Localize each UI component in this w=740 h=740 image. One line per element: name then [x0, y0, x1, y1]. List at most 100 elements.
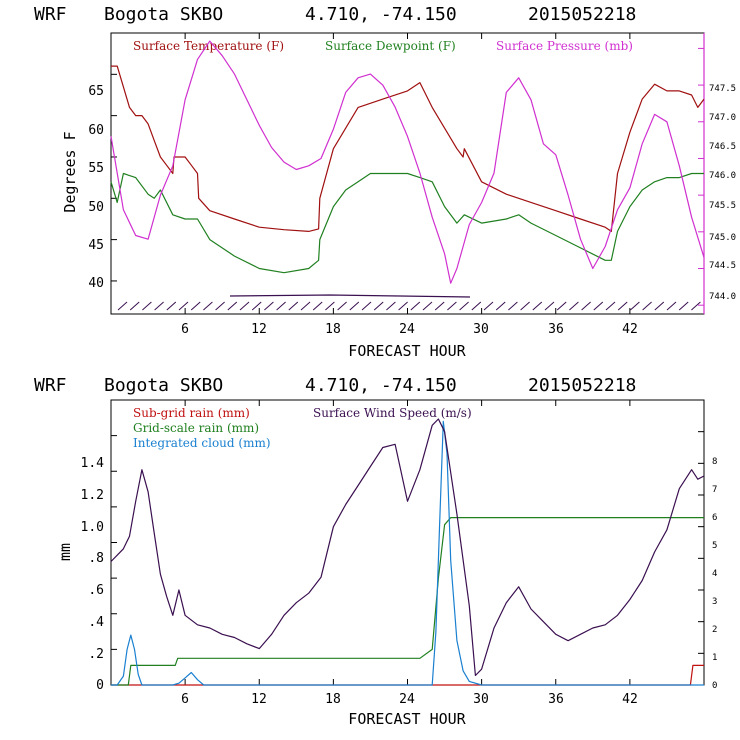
wind-barb — [300, 301, 311, 311]
wind-barb — [276, 301, 286, 311]
top-xtick: 6 — [181, 322, 189, 337]
top-y2tick: 746.0 — [709, 171, 736, 181]
series-line-surface-temperature-f — [111, 65, 705, 232]
bottom-ytick: .8 — [88, 551, 104, 566]
wind-barb — [227, 301, 238, 311]
top-ytick: 50 — [88, 200, 104, 215]
legend-temperature: Surface Temperature (F) — [133, 39, 284, 53]
wind-barb — [178, 301, 189, 311]
wind-barb-line — [229, 294, 471, 298]
top-header-model: WRF — [34, 4, 67, 25]
wind-barb — [471, 301, 482, 311]
top-ytick: 55 — [88, 161, 104, 176]
top-y2tick: 745.0 — [709, 233, 736, 243]
wind-barb — [630, 301, 640, 311]
top-xtick: 42 — [622, 322, 638, 337]
top-y2tick: 745.5 — [709, 201, 736, 211]
bottom-ytick: 0 — [96, 678, 104, 693]
wind-barb — [483, 301, 494, 311]
bottom-x-tick-labels: 6 12 18 24 30 36 42 — [181, 692, 638, 707]
bottom-ytick: .4 — [88, 615, 104, 630]
wind-barb — [678, 301, 689, 311]
series-line-integrated-cloud-mm — [111, 420, 704, 686]
wind-barb — [508, 301, 518, 311]
bottom-y2tick: 8 — [712, 457, 717, 467]
wind-barb — [325, 301, 335, 311]
bottom-y2-tick-labels: 0 1 2 3 4 5 6 7 8 — [712, 457, 717, 691]
bottom-y-tick-labels: 0 .2 .4 .6 .8 1.0 1.2 1.4 — [81, 456, 105, 693]
wind-barb — [593, 301, 604, 311]
wind-barb — [581, 301, 591, 311]
bottom-y2tick: 7 — [712, 485, 717, 495]
top-x-axis-label: FORECAST HOUR — [348, 342, 466, 360]
bottom-xtick: 30 — [473, 692, 489, 707]
wind-barb — [117, 301, 128, 311]
top-ytick: 45 — [88, 238, 104, 253]
legend-pressure: Surface Pressure (mb) — [496, 39, 633, 53]
bottom-ytick: .6 — [88, 583, 104, 598]
top-header-coords: 4.710, -74.150 — [305, 4, 457, 25]
wind-barb — [459, 301, 469, 311]
legend-dewpoint: Surface Dewpoint (F) — [325, 39, 456, 53]
wind-barb — [215, 301, 225, 311]
bottom-header-station: Bogota SKBO — [104, 375, 223, 396]
bottom-ytick: .2 — [88, 647, 104, 662]
wind-barb — [154, 301, 164, 311]
top-xtick: 36 — [548, 322, 564, 337]
wind-barb — [349, 301, 360, 311]
wind-barb — [312, 301, 323, 311]
wind-barb — [373, 301, 384, 311]
bottom-y2tick: 1 — [712, 653, 717, 663]
top-header-station: Bogota SKBO — [104, 4, 223, 25]
top-ytick: 65 — [88, 84, 104, 99]
top-xtick: 18 — [325, 322, 341, 337]
wind-barb — [691, 301, 701, 311]
top-y2tick: 744.0 — [709, 292, 736, 302]
legend-grid-rain: Grid-scale rain (mm) — [133, 421, 259, 435]
wind-barb — [337, 301, 347, 311]
legend-wind-speed: Surface Wind Speed (m/s) — [313, 406, 472, 420]
top-ytick: 60 — [88, 123, 104, 138]
top-y2tick: 747.0 — [709, 113, 736, 123]
top-series — [110, 40, 705, 284]
bottom-y2tick: 4 — [712, 569, 717, 579]
bottom-ytick: 1.4 — [81, 456, 105, 471]
wind-barb — [642, 301, 652, 311]
wind-barb — [203, 301, 213, 311]
top-ticks — [111, 33, 704, 314]
wind-barb — [410, 301, 421, 311]
wind-barb — [422, 301, 433, 311]
wind-barb — [447, 301, 457, 311]
bottom-series — [110, 418, 705, 686]
wind-barb — [239, 301, 250, 311]
top-ytick: 40 — [88, 276, 104, 291]
top-y2tick: 746.5 — [709, 142, 736, 152]
wind-barb — [142, 301, 152, 311]
bottom-xtick: 18 — [325, 692, 341, 707]
bottom-y2tick: 0 — [712, 681, 717, 691]
series-line-surface-pressure-mb — [110, 40, 705, 284]
bottom-xtick: 42 — [622, 692, 638, 707]
bottom-y2tick: 6 — [712, 513, 717, 523]
bottom-xtick: 36 — [548, 692, 564, 707]
bottom-xtick: 6 — [181, 692, 189, 707]
wind-barb — [434, 301, 445, 311]
wind-barb — [654, 301, 665, 311]
bottom-xtick: 12 — [251, 692, 267, 707]
wind-barb — [251, 301, 262, 311]
bottom-x-axis-label: FORECAST HOUR — [348, 710, 466, 728]
wind-barb — [166, 301, 177, 311]
legend-subgrid-rain: Sub-grid rain (mm) — [133, 406, 250, 420]
bottom-y2tick: 3 — [712, 597, 717, 607]
legend-cloud: Integrated cloud (mm) — [133, 436, 271, 450]
bottom-y2tick: 2 — [712, 625, 717, 635]
top-xtick: 24 — [399, 322, 415, 337]
bottom-header-coords: 4.710, -74.150 — [305, 375, 457, 396]
top-y2tick: 744.5 — [709, 261, 736, 271]
wind-barb — [398, 301, 408, 311]
top-y-tick-labels: 40 45 50 55 60 65 — [88, 84, 104, 291]
wind-barb — [386, 301, 396, 311]
top-xtick: 30 — [473, 322, 489, 337]
wind-barb — [129, 301, 140, 311]
